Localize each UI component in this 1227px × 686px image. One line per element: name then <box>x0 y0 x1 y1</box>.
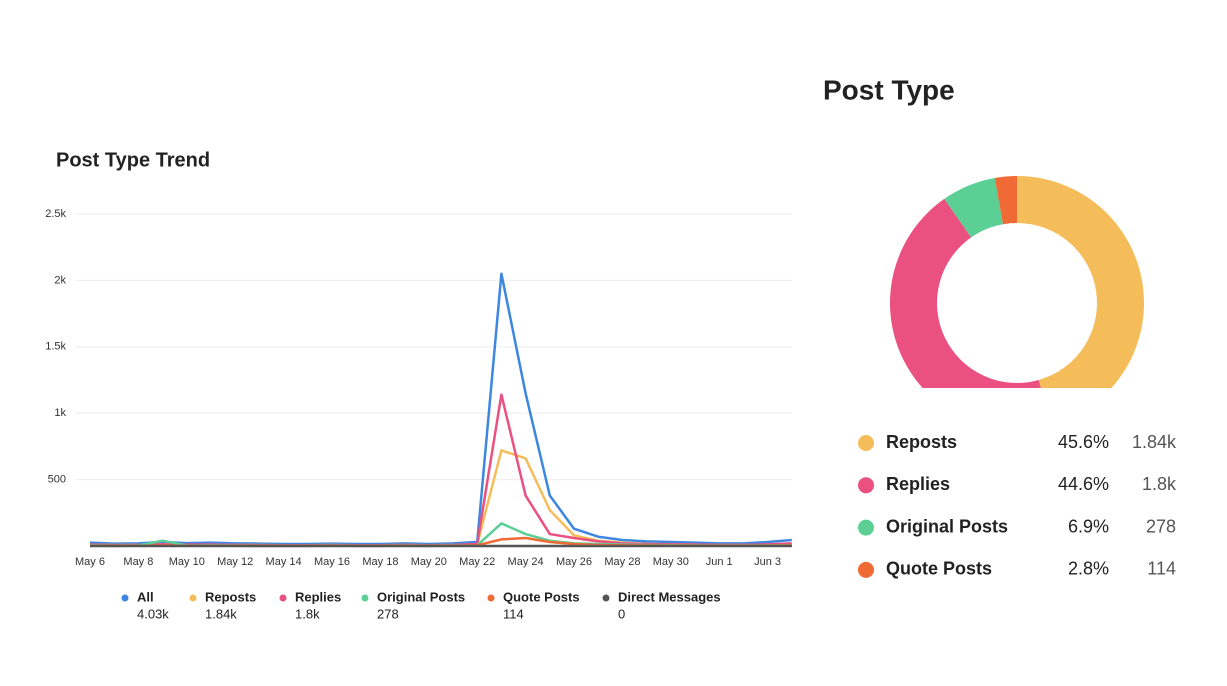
x-tick-label: Jun 3 <box>754 556 781 568</box>
legend-dot <box>121 594 129 602</box>
legend-label: Replies <box>295 589 341 604</box>
legend-label: Quote Posts <box>886 559 992 579</box>
legend-label: Reposts <box>205 589 256 604</box>
legend-total: 114 <box>503 606 524 621</box>
legend-label: Original Posts <box>377 589 465 604</box>
legend-total: 4.03k <box>137 606 169 621</box>
legend-dot <box>858 561 874 578</box>
legend-total: 1.8k <box>295 606 320 621</box>
legend-count: 114 <box>1147 559 1176 579</box>
legend-dot <box>858 519 874 536</box>
y-tick-label: 500 <box>48 474 66 486</box>
legend-dot <box>279 594 287 602</box>
donut-segment <box>944 177 1003 238</box>
x-tick-label: Jun 1 <box>706 556 733 568</box>
x-tick-label: May 24 <box>508 556 544 568</box>
donut-segment <box>1017 176 1144 388</box>
y-tick-label: 2.5k <box>45 208 66 220</box>
y-tick-label: 1.5k <box>45 341 66 353</box>
legend-count: 278 <box>1146 516 1176 536</box>
line-series <box>89 393 792 547</box>
chart-title: Post Type <box>823 74 955 105</box>
legend-percent: 2.8% <box>1068 559 1109 579</box>
x-tick-label: May 22 <box>459 556 495 568</box>
line-series <box>89 272 792 546</box>
x-tick-label: May 6 <box>75 556 105 568</box>
line-series <box>89 449 792 547</box>
legend-label: Direct Messages <box>618 589 721 604</box>
legend-total: 1.84k <box>205 606 237 621</box>
donut-segment <box>890 198 1041 388</box>
x-tick-label: May 14 <box>266 556 302 568</box>
legend-label: All <box>137 589 154 604</box>
legend-total: 0 <box>618 606 625 621</box>
legend-percent: 45.6% <box>1058 432 1109 452</box>
y-tick-label: 1k <box>54 407 66 419</box>
x-tick-label: May 20 <box>411 556 447 568</box>
legend-dot <box>487 594 495 602</box>
legend-percent: 6.9% <box>1068 516 1109 536</box>
legend-count: 1.8k <box>1142 474 1177 494</box>
legend-label: Replies <box>886 474 950 494</box>
x-tick-label: May 10 <box>169 556 205 568</box>
legend-dot <box>361 594 369 602</box>
x-tick-label: May 16 <box>314 556 350 568</box>
legend-dot <box>189 594 197 602</box>
legend-dot <box>858 435 874 451</box>
legend-count: 1.84k <box>1132 432 1177 452</box>
x-tick-label: May 12 <box>217 556 253 568</box>
x-tick-label: May 8 <box>123 556 153 568</box>
x-tick-label: May 18 <box>362 556 398 568</box>
legend-label: Quote Posts <box>503 589 580 604</box>
chart-title: Post Type Trend <box>56 149 210 171</box>
x-tick-label: May 26 <box>556 556 592 568</box>
legend-total: 278 <box>377 606 399 621</box>
donut <box>890 176 1144 388</box>
legend-dot <box>858 477 874 494</box>
x-tick-label: May 28 <box>604 556 640 568</box>
x-tick-label: May 30 <box>653 556 689 568</box>
y-tick-label: 2k <box>54 274 66 286</box>
legend-label: Reposts <box>886 432 957 452</box>
legend-percent: 44.6% <box>1058 474 1109 494</box>
legend-dot <box>602 594 610 602</box>
legend-label: Original Posts <box>886 516 1008 536</box>
donut-segment <box>994 176 1017 225</box>
